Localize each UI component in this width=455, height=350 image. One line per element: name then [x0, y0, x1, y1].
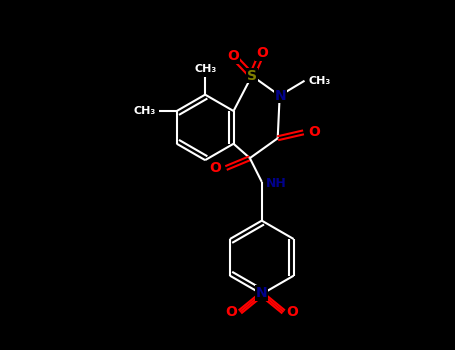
Text: O: O	[287, 305, 298, 319]
Text: N: N	[256, 286, 268, 300]
Text: O: O	[256, 46, 268, 60]
Text: NH: NH	[266, 177, 287, 190]
Text: O: O	[209, 161, 221, 175]
Text: CH₃: CH₃	[308, 76, 331, 86]
Text: O: O	[227, 49, 239, 63]
Text: O: O	[308, 125, 320, 139]
Text: CH₃: CH₃	[134, 106, 156, 116]
Text: S: S	[247, 69, 257, 83]
Text: CH₃: CH₃	[194, 64, 216, 74]
Text: O: O	[225, 305, 237, 319]
Text: N: N	[275, 89, 287, 103]
